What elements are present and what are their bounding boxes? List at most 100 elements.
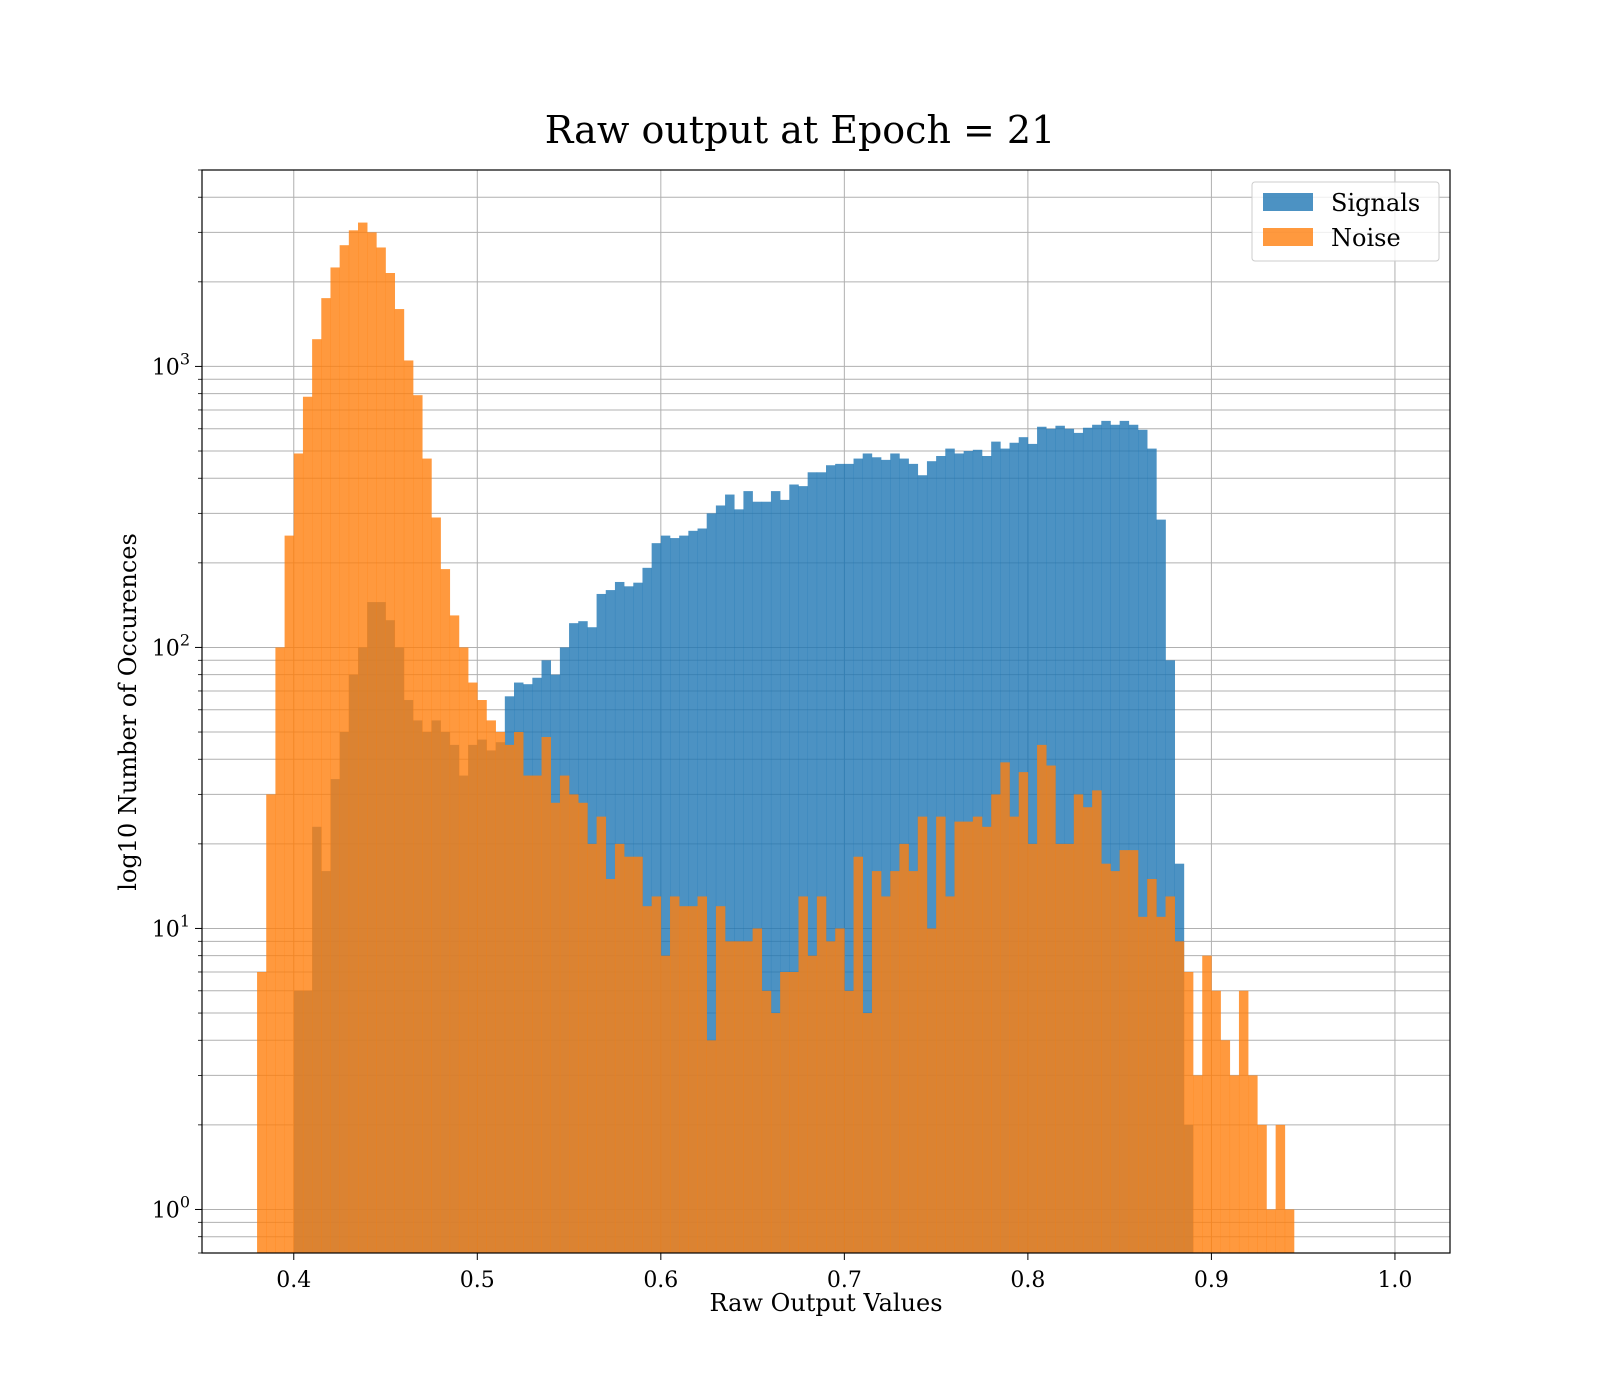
noise-bar — [899, 843, 909, 1253]
noise-bar — [403, 360, 414, 1253]
y-tick-label: 101 — [152, 911, 190, 942]
noise-bar — [302, 396, 313, 1253]
noise-bar — [991, 794, 1001, 1253]
noise-bar — [257, 971, 267, 1253]
noise-bar — [1138, 916, 1148, 1253]
signals-bar — [890, 453, 900, 1253]
noise-bar — [486, 720, 496, 1253]
signals-bar — [780, 499, 790, 1253]
noise-bar — [358, 222, 368, 1254]
noise-bar — [1147, 878, 1157, 1253]
noise-bar — [734, 941, 744, 1253]
noise-bar — [624, 856, 634, 1253]
noise-bar — [284, 535, 295, 1253]
x-tick-label: 0.8 — [1010, 1268, 1045, 1293]
noise-bar — [945, 896, 955, 1253]
noise-bar — [523, 775, 533, 1253]
noise-bar — [1284, 1209, 1295, 1253]
noise-bar — [1193, 1075, 1203, 1253]
noise-bar — [413, 395, 423, 1253]
noise-bar — [293, 453, 304, 1253]
noise-bar — [1018, 772, 1029, 1253]
noise-bar — [1128, 850, 1139, 1253]
noise-bar — [495, 732, 506, 1253]
noise-bar — [1073, 794, 1084, 1253]
noise-bar — [954, 821, 964, 1253]
signals-bar — [881, 459, 891, 1253]
noise-bar — [697, 896, 708, 1253]
noise-bar — [972, 816, 983, 1253]
signals-bar — [1147, 448, 1157, 1253]
signals-bar — [734, 509, 744, 1253]
noise-bar — [670, 896, 680, 1253]
noise-bar — [312, 339, 322, 1253]
signals-bar — [844, 463, 854, 1254]
y-axis-label: log10 Number of Occurences — [114, 533, 142, 891]
noise-bar — [1055, 843, 1065, 1253]
legend-label-signals: Signals — [1331, 189, 1420, 217]
signals-bar — [670, 538, 680, 1253]
noise-bar — [789, 971, 799, 1253]
noise-bar — [890, 871, 900, 1253]
noise-bar — [926, 928, 937, 1253]
signals-bar — [835, 463, 845, 1254]
signals-bar — [715, 505, 726, 1253]
noise-bar — [449, 615, 460, 1253]
noise-bar — [917, 816, 928, 1253]
signals-bar — [770, 491, 781, 1254]
noise-bar — [1211, 990, 1221, 1253]
noise-bar — [1064, 843, 1075, 1253]
noise-bar — [1183, 971, 1194, 1253]
noise-bar — [596, 816, 607, 1253]
noise-bar — [963, 821, 974, 1253]
signals-bar — [1138, 429, 1148, 1254]
noise-bar — [715, 906, 726, 1253]
signals-bar — [1055, 425, 1065, 1253]
noise-bar — [881, 896, 891, 1253]
noise-bar — [569, 794, 579, 1253]
noise-bar — [348, 230, 359, 1253]
noise-bar — [1220, 1040, 1231, 1253]
signals-bar — [706, 513, 717, 1253]
noise-bar — [871, 871, 882, 1253]
noise-bar — [394, 309, 405, 1254]
signals-bar — [945, 448, 955, 1253]
noise-bars — [257, 222, 1295, 1254]
noise-bar — [339, 245, 350, 1253]
signals-bar — [1119, 420, 1130, 1253]
x-tick-label: 0.7 — [827, 1268, 862, 1293]
noise-bar — [1037, 744, 1047, 1253]
y-tick-label: 100 — [152, 1192, 190, 1223]
signals-bar — [1101, 420, 1111, 1253]
x-tick-label: 0.4 — [276, 1268, 311, 1293]
noise-bar — [706, 1040, 717, 1253]
noise-bar — [477, 700, 487, 1253]
noise-bar — [532, 775, 542, 1253]
x-tick-label: 1.0 — [1377, 1268, 1412, 1293]
noise-bar — [807, 955, 818, 1253]
noise-bar — [862, 1013, 873, 1253]
noise-bar — [835, 928, 845, 1253]
noise-bar — [660, 955, 671, 1253]
noise-bar — [266, 794, 276, 1253]
noise-bar — [321, 298, 331, 1253]
plot-frame — [201, 169, 1451, 1254]
noise-bar — [1110, 871, 1120, 1253]
signals-bar — [853, 458, 864, 1253]
noise-bar — [844, 990, 854, 1253]
legend: Signals Noise — [1251, 181, 1440, 262]
noise-bar — [559, 775, 570, 1253]
noise-bar — [1092, 790, 1102, 1253]
noise-bar — [1009, 816, 1020, 1253]
signals-bar — [807, 472, 818, 1254]
noise-bar — [1202, 955, 1212, 1253]
noise-bar — [1257, 1124, 1267, 1253]
noise-bar — [514, 732, 524, 1253]
noise-bar — [541, 737, 552, 1253]
noise-bar — [367, 232, 377, 1253]
signals-bar — [725, 494, 735, 1253]
signals-bar — [789, 484, 799, 1253]
noise-bar — [780, 971, 790, 1253]
noise-bar — [1275, 1124, 1286, 1253]
